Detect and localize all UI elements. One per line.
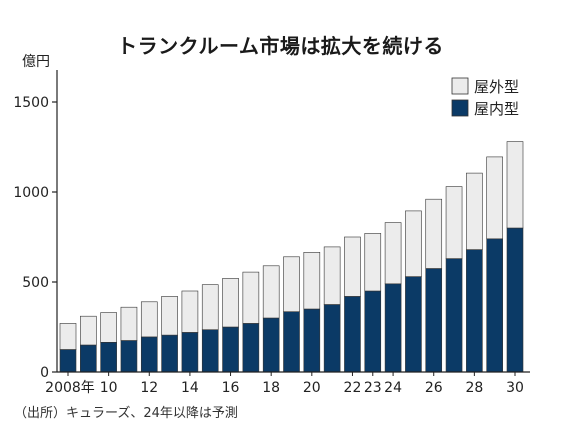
x-tick-label-2023: 23 <box>364 380 382 396</box>
source-note: （出所）キュラーズ、24年以降は予測 <box>14 406 238 421</box>
legend-swatch-outdoor <box>451 77 469 95</box>
bar-indoor-2019 <box>283 311 300 373</box>
bar-outdoor-2026 <box>425 198 443 269</box>
x-tick-label-2012: 12 <box>140 380 158 396</box>
x-tick-label-2024: 24 <box>384 380 402 396</box>
x-tick-label-2014: 14 <box>181 380 199 396</box>
bar-outdoor-2014 <box>181 290 199 333</box>
bar-indoor-2013 <box>161 334 178 373</box>
bar-outdoor-2021 <box>323 246 341 305</box>
legend-label-indoor: 屋内型 <box>474 100 519 118</box>
bar-outdoor-2029 <box>486 156 503 240</box>
bar-outdoor-2008 <box>59 323 77 350</box>
bar-outdoor-2024 <box>384 222 402 285</box>
bar-indoor-2008 <box>59 349 77 373</box>
bar-outdoor-2011 <box>120 306 138 341</box>
y-axis-label: 億円 <box>22 54 50 70</box>
bar-indoor-2022 <box>344 296 361 373</box>
bar-indoor-2018 <box>262 317 280 373</box>
bar-outdoor-2009 <box>80 315 97 346</box>
bar-indoor-2029 <box>486 238 503 373</box>
chart-title: トランクルーム市場は拡大を続ける <box>117 34 444 58</box>
bar-outdoor-2025 <box>405 210 422 277</box>
x-tick-label-2030: 30 <box>506 380 524 396</box>
y-axis: 億円 0 500 1000 1500 <box>13 54 58 381</box>
x-tick-label-2018: 18 <box>262 380 280 396</box>
bar-indoor-2017 <box>242 323 260 373</box>
legend-label-outdoor: 屋外型 <box>474 78 519 96</box>
bar-outdoor-2010 <box>100 312 117 343</box>
bar-indoor-2023 <box>364 290 382 373</box>
bar-indoor-2027 <box>445 258 463 373</box>
bar-indoor-2015 <box>201 329 219 373</box>
bar-indoor-2025 <box>405 276 422 373</box>
bar-indoor-2024 <box>384 283 402 373</box>
bar-indoor-2014 <box>181 332 199 373</box>
bar-outdoor-2028 <box>466 172 483 250</box>
y-tick-label-1000: 1000 <box>13 185 49 201</box>
y-tick-label-0: 0 <box>40 365 49 381</box>
bar-outdoor-2023 <box>364 233 382 292</box>
bar-outdoor-2012 <box>140 301 158 338</box>
x-tick-label-2026: 26 <box>425 380 443 396</box>
bar-indoor-2020 <box>303 308 321 373</box>
bar-indoor-2010 <box>100 341 117 373</box>
bar-indoor-2009 <box>80 344 97 373</box>
bar-outdoor-2020 <box>303 252 321 310</box>
bar-outdoor-2022 <box>344 236 361 297</box>
x-tick-label-2010: 10 <box>100 380 118 396</box>
x-tick-label-2016: 16 <box>222 380 240 396</box>
bar-outdoor-2018 <box>262 265 280 319</box>
x-tick-label-2020: 20 <box>303 380 321 396</box>
bar-indoor-2026 <box>425 268 443 373</box>
bar-outdoor-2027 <box>445 186 463 259</box>
bar-outdoor-2013 <box>161 296 178 336</box>
bar-indoor-2030 <box>506 227 524 373</box>
x-tick-label-2008: 2008年 <box>45 380 95 396</box>
x-axis: 2008年 10 12 14 16 18 20 22 23 24 26 28 30 <box>45 371 530 396</box>
bar-outdoor-2016 <box>222 278 239 328</box>
x-tick-label-2028: 28 <box>465 380 483 396</box>
y-tick-label-1500: 1500 <box>13 95 49 111</box>
bar-outdoor-2015 <box>201 284 219 331</box>
bar-indoor-2012 <box>140 336 158 373</box>
bar-indoor-2011 <box>120 340 138 373</box>
bar-indoor-2028 <box>466 249 483 373</box>
bar-outdoor-2030 <box>506 141 524 229</box>
bar-outdoor-2019 <box>283 256 300 312</box>
y-tick-label-500: 500 <box>22 275 49 291</box>
bar-indoor-2021 <box>323 304 341 373</box>
x-tick-label-2022: 22 <box>344 380 362 396</box>
bar-indoor-2016 <box>222 326 239 373</box>
bar-outdoor-2017 <box>242 271 260 324</box>
bars <box>59 141 524 373</box>
legend-swatch-indoor <box>451 99 469 117</box>
